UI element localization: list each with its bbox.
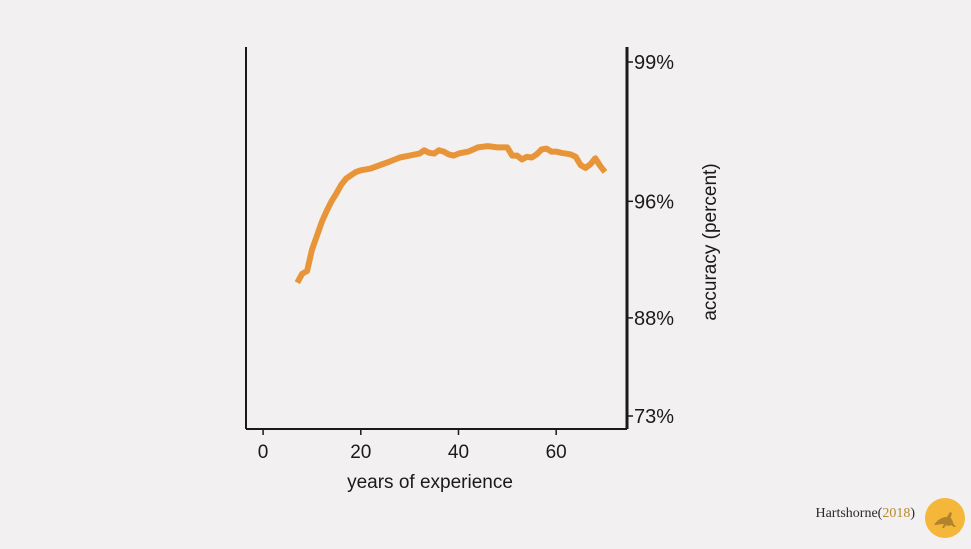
kangaroo-icon <box>925 498 965 538</box>
y-tick-label: 96% <box>634 191 674 213</box>
chart-labels: 0 20 40 60 99% 96% 88% 73% years of experience ac… <box>258 52 721 493</box>
x-tick-label: 40 <box>448 442 469 463</box>
chart-axes <box>245 47 633 435</box>
credit-year-close: ) <box>910 506 915 521</box>
kangaroo-glyph <box>934 512 956 528</box>
credit-line: Hartshorne (2018) <box>815 492 915 536</box>
credit-year-open: ( <box>877 506 883 521</box>
y-axis-title: accuracy (percent) <box>700 163 721 320</box>
y-tick-label: 99% <box>634 52 674 74</box>
y-tick-label: 88% <box>634 308 674 330</box>
chart-marks <box>294 143 608 285</box>
x-tick-label: 20 <box>350 442 371 463</box>
credit-year: 2018 <box>882 506 911 521</box>
series-line-0 <box>294 143 608 285</box>
credit-author: Hartshorne <box>815 506 878 521</box>
x-axis-title: years of experience <box>347 472 513 493</box>
x-tick-label: 60 <box>546 442 567 463</box>
y-tick-label: 73% <box>634 406 674 428</box>
x-tick-label: 0 <box>258 442 269 463</box>
